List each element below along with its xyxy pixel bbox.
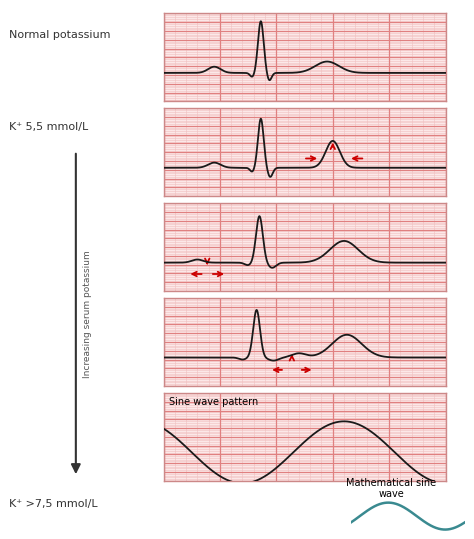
Text: Normal potassium: Normal potassium	[9, 30, 111, 40]
Text: Increasing serum potassium: Increasing serum potassium	[83, 250, 92, 378]
Text: wave: wave	[378, 488, 404, 499]
Text: Sine wave pattern: Sine wave pattern	[169, 397, 258, 407]
Text: K⁺ >7,5 mmol/L: K⁺ >7,5 mmol/L	[9, 499, 98, 509]
Text: Mathematical sine: Mathematical sine	[346, 478, 436, 488]
Text: K⁺ 5,5 mmol/L: K⁺ 5,5 mmol/L	[9, 122, 89, 132]
